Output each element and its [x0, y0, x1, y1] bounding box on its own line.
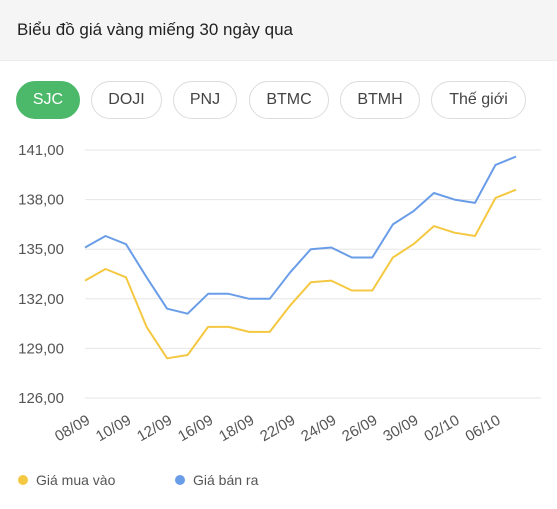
y-tick-label: 135,00 [18, 241, 64, 258]
tab-the-gioi[interactable]: Thế giới [431, 81, 526, 119]
x-tick-label: 12/09 [134, 412, 175, 445]
x-tick-label: 02/10 [421, 412, 462, 445]
series-line-sell[interactable] [84, 155, 517, 315]
y-tick-label: 129,00 [18, 340, 64, 357]
x-tick-label: 10/09 [93, 412, 134, 445]
tab-btmh[interactable]: BTMH [340, 81, 420, 119]
legend-dot-buy [18, 475, 28, 485]
x-tick-label: 22/09 [257, 412, 298, 445]
x-tick-label: 26/09 [339, 412, 380, 445]
x-tick-label: 30/09 [380, 412, 421, 445]
gold-price-line-chart: 126,00 129,00 132,00 135,00 138,00 141,00 08/0… [18, 142, 541, 445]
x-tick-label: 24/09 [298, 412, 339, 445]
x-tick-label: 16/09 [175, 412, 216, 445]
x-tick-label: 08/09 [52, 412, 93, 445]
tab-btmc[interactable]: BTMC [249, 81, 329, 119]
chart-title: Biểu đồ giá vàng miếng 30 ngày qua [17, 20, 293, 39]
chart-header: Biểu đồ giá vàng miếng 30 ngày qua [0, 0, 557, 61]
legend-item-sell[interactable]: Giá bán ra [175, 470, 258, 490]
tab-pnj[interactable]: PNJ [173, 81, 237, 119]
y-tick-label: 132,00 [18, 291, 64, 308]
y-tick-label: 141,00 [18, 142, 64, 159]
tab-sjc[interactable]: SJC [16, 81, 80, 119]
legend-item-buy[interactable]: Giá mua vào [18, 470, 115, 490]
y-tick-label: 138,00 [18, 192, 64, 209]
tab-doji[interactable]: DOJI [91, 81, 162, 119]
legend-label-buy: Giá mua vào [36, 472, 116, 488]
x-tick-label: 18/09 [216, 412, 257, 445]
legend-label-sell: Giá bán ra [193, 472, 259, 488]
series-line-buy[interactable] [84, 188, 517, 360]
legend-dot-sell [175, 475, 185, 485]
y-tick-label: 126,00 [18, 390, 64, 407]
x-tick-label: 06/10 [462, 412, 503, 445]
